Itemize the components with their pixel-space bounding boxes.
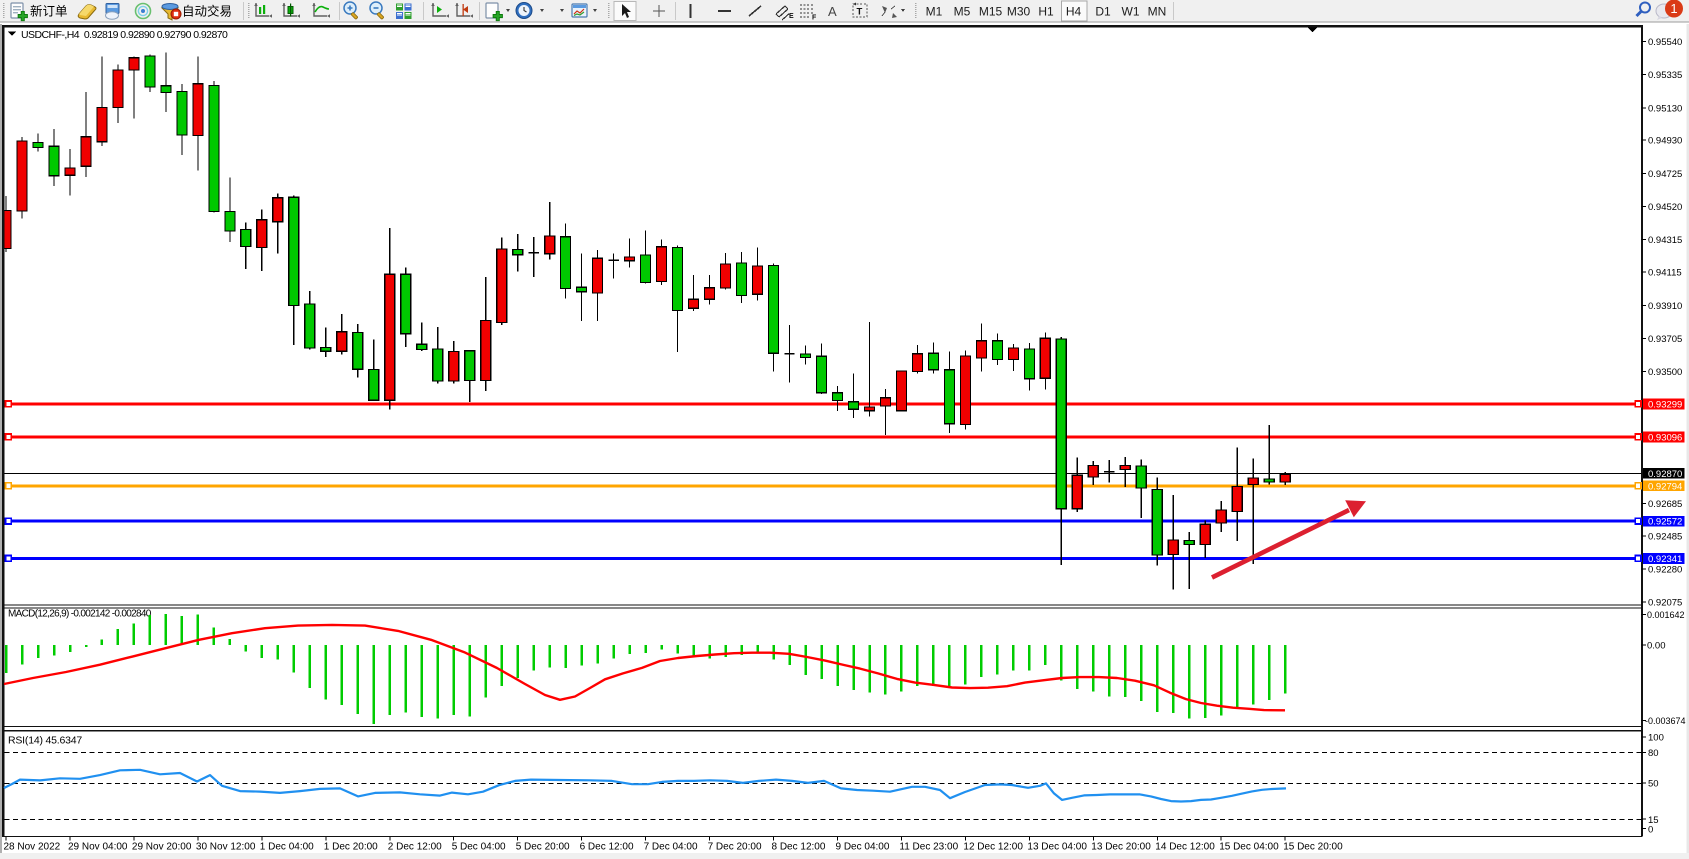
svg-text:0.95540: 0.95540: [1648, 37, 1682, 48]
svg-text:0.92572: 0.92572: [1648, 517, 1682, 528]
svg-text:M30: M30: [1007, 5, 1031, 19]
svg-text:2 Dec 12:00: 2 Dec 12:00: [388, 841, 442, 852]
svg-text:29 Nov 20:00: 29 Nov 20:00: [132, 841, 192, 852]
svg-text:14 Dec 12:00: 14 Dec 12:00: [1155, 841, 1215, 852]
svg-text:H1: H1: [1038, 5, 1054, 19]
svg-text:USDCHF-,H4 0.92819 0.92890 0.: USDCHF-,H4 0.92819 0.92890 0.92790 0.928…: [21, 29, 228, 41]
svg-text:MN: MN: [1148, 5, 1167, 19]
svg-text:9 Dec 04:00: 9 Dec 04:00: [836, 841, 890, 852]
svg-text:W1: W1: [1122, 5, 1140, 19]
svg-text:M15: M15: [979, 5, 1003, 19]
svg-text:新订单: 新订单: [30, 4, 68, 19]
svg-text:D1: D1: [1095, 5, 1111, 19]
svg-text:12 Dec 12:00: 12 Dec 12:00: [963, 841, 1023, 852]
svg-text:30 Nov 12:00: 30 Nov 12:00: [196, 841, 256, 852]
svg-text:13 Dec 20:00: 13 Dec 20:00: [1091, 841, 1151, 852]
svg-text:0.92485: 0.92485: [1648, 531, 1682, 542]
svg-text:0.95130: 0.95130: [1648, 103, 1682, 114]
svg-text:15 Dec 04:00: 15 Dec 04:00: [1219, 841, 1279, 852]
svg-text:0.92870: 0.92870: [1648, 469, 1682, 480]
svg-text:28 Nov 2022: 28 Nov 2022: [4, 841, 61, 852]
svg-text:15: 15: [1648, 815, 1659, 826]
svg-text:E: E: [789, 13, 794, 20]
svg-text:自动交易: 自动交易: [182, 4, 232, 19]
svg-text:0.93096: 0.93096: [1648, 432, 1682, 443]
svg-text:0.93500: 0.93500: [1648, 367, 1682, 378]
svg-text:0.93705: 0.93705: [1648, 334, 1682, 345]
svg-text:0.001642: 0.001642: [1647, 610, 1685, 620]
svg-text:MACD(12,26,9) -0.002142 -0.002: MACD(12,26,9) -0.002142 -0.002840: [8, 609, 152, 620]
svg-text:11 Dec 23:00: 11 Dec 23:00: [899, 841, 958, 852]
svg-text:7 Dec 04:00: 7 Dec 04:00: [644, 841, 698, 852]
svg-text:100: 100: [1648, 732, 1664, 743]
svg-text:7 Dec 20:00: 7 Dec 20:00: [708, 841, 762, 852]
svg-text:6 Dec 12:00: 6 Dec 12:00: [580, 841, 634, 852]
svg-text:80: 80: [1648, 748, 1659, 759]
svg-text:M5: M5: [954, 5, 971, 19]
svg-text:0.92280: 0.92280: [1648, 565, 1682, 576]
svg-text:50: 50: [1648, 779, 1659, 790]
svg-text:0.00: 0.00: [1647, 640, 1666, 651]
svg-text:0.93299: 0.93299: [1648, 399, 1682, 410]
svg-text:0.93910: 0.93910: [1648, 301, 1682, 312]
svg-text:1: 1: [1670, 1, 1677, 16]
svg-text:15 Dec 20:00: 15 Dec 20:00: [1283, 841, 1343, 852]
svg-text:5 Dec 04:00: 5 Dec 04:00: [452, 841, 506, 852]
svg-text:RSI(14) 45.6347: RSI(14) 45.6347: [8, 735, 82, 747]
svg-text:5 Dec 20:00: 5 Dec 20:00: [516, 841, 570, 852]
svg-text:-0.003674: -0.003674: [1645, 716, 1686, 726]
svg-text:0: 0: [1648, 824, 1653, 835]
svg-text:0.94725: 0.94725: [1648, 169, 1682, 180]
svg-text:0.92685: 0.92685: [1648, 499, 1682, 510]
svg-text:0.94115: 0.94115: [1648, 268, 1682, 279]
svg-text:0.95335: 0.95335: [1648, 70, 1682, 81]
svg-text:0.92075: 0.92075: [1648, 598, 1682, 609]
svg-text:A: A: [828, 4, 837, 19]
svg-text:0.94520: 0.94520: [1648, 202, 1682, 213]
svg-text:M1: M1: [926, 5, 943, 19]
svg-text:13 Dec 04:00: 13 Dec 04:00: [1027, 841, 1087, 852]
svg-text:T: T: [857, 7, 863, 18]
svg-text:1 Dec 20:00: 1 Dec 20:00: [324, 841, 378, 852]
svg-text:0.94930: 0.94930: [1648, 136, 1682, 147]
svg-text:H4: H4: [1066, 5, 1082, 19]
svg-text:8 Dec 12:00: 8 Dec 12:00: [772, 841, 826, 852]
svg-text:0.92341: 0.92341: [1648, 554, 1682, 565]
svg-text:F: F: [812, 15, 817, 22]
svg-text:1 Dec 04:00: 1 Dec 04:00: [260, 841, 314, 852]
svg-text:0.94315: 0.94315: [1648, 235, 1682, 246]
svg-text:0.92794: 0.92794: [1648, 481, 1682, 492]
svg-text:29 Nov 04:00: 29 Nov 04:00: [68, 841, 128, 852]
